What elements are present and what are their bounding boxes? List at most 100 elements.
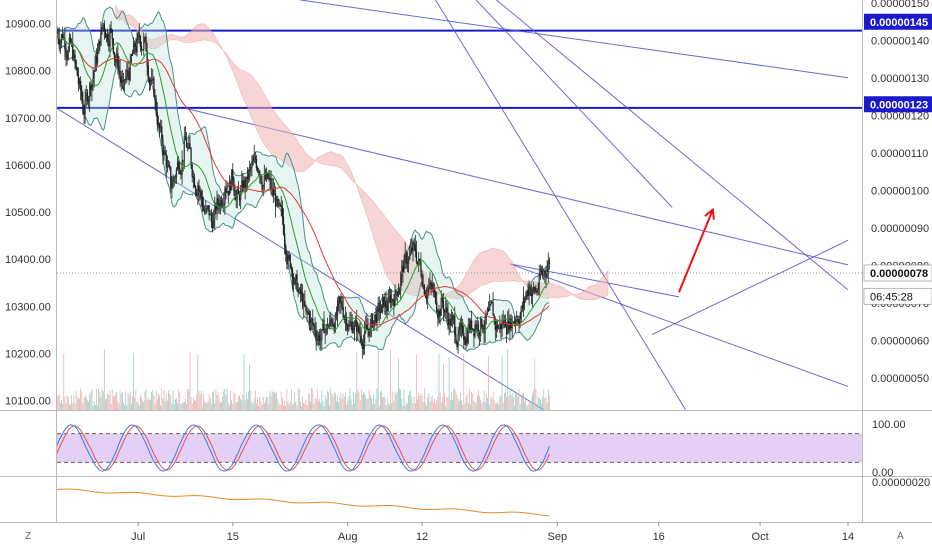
candle-body xyxy=(61,34,64,39)
stoch-tick: 0.00 xyxy=(872,467,893,479)
candle-body xyxy=(495,324,498,330)
volume-bar xyxy=(190,396,192,410)
volume-bar xyxy=(472,393,474,410)
volume-bar xyxy=(485,393,487,410)
volume-bar xyxy=(256,403,257,410)
volume-bar xyxy=(345,392,346,410)
volume-bar xyxy=(420,392,422,410)
candle-body xyxy=(455,333,457,344)
right-price-tick: 0.00000110 xyxy=(871,148,928,160)
candle-body xyxy=(427,286,429,299)
candle-body xyxy=(481,318,483,327)
candle-body xyxy=(229,182,232,191)
candle-body xyxy=(334,316,336,332)
lower-indicator-pane[interactable] xyxy=(56,488,550,517)
candle-body xyxy=(144,37,146,39)
volume-bar xyxy=(138,405,140,410)
candle-body xyxy=(149,79,152,83)
candle-body xyxy=(132,42,135,54)
volume-bar xyxy=(76,397,78,410)
candle-body xyxy=(130,55,133,62)
left-price-tick: 10200.00 xyxy=(5,348,51,360)
volume-bar xyxy=(366,398,368,410)
volume-bar xyxy=(70,403,71,410)
volume-bar xyxy=(111,389,113,410)
candle-body xyxy=(170,166,172,189)
volume-bar xyxy=(329,405,331,410)
candle-body xyxy=(127,70,129,73)
candle-body xyxy=(338,296,340,304)
price-pane[interactable] xyxy=(56,0,862,411)
candle-body xyxy=(91,83,93,90)
volume-bar xyxy=(311,388,312,410)
volume-bar xyxy=(241,400,243,410)
candle-body xyxy=(445,307,447,313)
volume-bar xyxy=(118,403,120,410)
candle-body xyxy=(235,197,237,201)
volume-bar xyxy=(454,388,456,410)
volume-bar xyxy=(267,397,269,410)
volume-bar xyxy=(245,393,247,410)
candle-body xyxy=(487,308,490,311)
volume-bar xyxy=(207,401,209,410)
candle-body xyxy=(335,314,338,318)
volume-bar xyxy=(283,405,284,410)
candle-body xyxy=(490,301,492,305)
stoch-rsi-pane[interactable] xyxy=(56,424,862,472)
candle-body xyxy=(286,254,288,265)
right-price-tick: 0.00000100 xyxy=(871,186,929,198)
volume-bar xyxy=(542,396,543,410)
candle-body xyxy=(87,100,90,102)
volume-bar xyxy=(133,352,134,410)
volume-bar xyxy=(362,394,363,410)
volume-bar xyxy=(458,401,460,410)
volume-bar xyxy=(429,401,431,410)
candle-body xyxy=(363,330,366,345)
volume-bar xyxy=(120,394,122,410)
candle-body xyxy=(447,311,449,326)
bollinger-lower xyxy=(56,33,550,352)
right-price-tick: 0.00000050 xyxy=(871,373,929,385)
volume-bar xyxy=(143,402,145,410)
timezone-button[interactable]: Z xyxy=(25,531,32,542)
candle-body xyxy=(356,320,358,332)
volume-bar xyxy=(94,404,96,410)
candle-body xyxy=(114,58,117,62)
price-badge-label: 0.00000078 xyxy=(870,268,928,280)
candle-body xyxy=(155,98,157,114)
volume-bar xyxy=(277,398,279,410)
candle-body xyxy=(94,56,96,72)
candle-body xyxy=(539,273,542,277)
candle-body xyxy=(272,188,274,195)
candle-body xyxy=(107,33,109,42)
candle-body xyxy=(353,325,356,331)
volume-bar xyxy=(169,393,171,410)
volume-bar xyxy=(244,400,246,410)
candle-body xyxy=(428,286,430,289)
candle-body xyxy=(105,33,108,39)
volume-bar xyxy=(57,396,59,410)
candle-body xyxy=(223,203,225,206)
auto-scale-button[interactable]: A xyxy=(897,531,904,542)
candle-body xyxy=(493,315,495,320)
candle-body xyxy=(290,266,293,270)
candle-body xyxy=(203,209,206,213)
volume-bar xyxy=(435,403,436,410)
candle-body xyxy=(457,334,459,347)
volume-bar xyxy=(240,398,242,410)
volume-bar xyxy=(460,392,461,410)
volume-bar xyxy=(128,394,130,410)
volume-bar xyxy=(408,394,409,410)
candle-body xyxy=(279,203,281,206)
candle-body xyxy=(505,326,508,335)
target-arrow-head xyxy=(704,207,715,220)
candle-body xyxy=(406,262,409,265)
volume-bar xyxy=(275,393,276,410)
candle-body xyxy=(389,294,392,303)
volume-bar xyxy=(287,401,289,410)
volume-bar xyxy=(135,389,137,410)
trendline xyxy=(300,0,849,79)
candle-body xyxy=(388,294,391,301)
